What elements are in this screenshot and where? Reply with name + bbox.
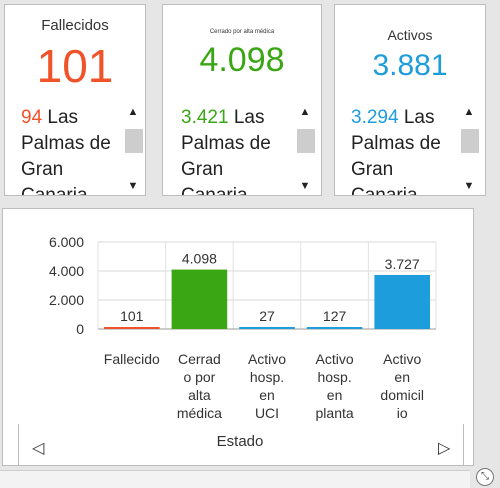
scroll-thumb[interactable] <box>297 129 315 153</box>
list-item-label: Las Palmas de Gran Canaria <box>351 107 441 196</box>
card-cerrado: Cerrado por alta médica 4.098 3.421 Las … <box>162 4 322 196</box>
list-item-number: 3.294 <box>351 107 399 128</box>
card-title: Fallecidos <box>41 17 109 34</box>
bottom-strip <box>0 470 470 488</box>
card-value: 101 <box>36 40 114 92</box>
x-axis-title: Estado <box>216 433 264 450</box>
card-scrollbar[interactable]: ▲ ▼ <box>123 105 143 193</box>
chevron-left-icon[interactable]: ◁ <box>32 440 45 457</box>
scroll-down-icon[interactable]: ▼ <box>127 180 139 192</box>
card-value: 4.098 <box>199 41 285 79</box>
card-list: 3.294 Las Palmas de Gran Canaria <box>351 105 459 196</box>
scroll-down-icon[interactable]: ▼ <box>299 180 311 192</box>
list-item-label: Las Palmas de Gran Canaria <box>181 107 271 196</box>
card-fallecidos: Fallecidos 101 94 Las Palmas de Gran Can… <box>4 4 146 196</box>
list-item-label: Las Palmas de Gran Canaria <box>21 107 111 196</box>
list-item-number: 94 <box>21 107 43 128</box>
expand-icon[interactable]: ⤡ <box>476 468 494 486</box>
card-value: 3.881 <box>372 49 448 82</box>
card-scrollbar[interactable]: ▲ ▼ <box>459 105 479 193</box>
scroll-down-icon[interactable]: ▼ <box>463 180 475 192</box>
scroll-thumb[interactable] <box>461 129 479 153</box>
chevron-right-icon[interactable]: ▷ <box>438 440 451 457</box>
card-scrollbar[interactable]: ▲ ▼ <box>295 105 315 193</box>
scroll-up-icon[interactable]: ▲ <box>463 106 475 118</box>
card-list: 94 Las Palmas de Gran Canaria <box>21 105 125 196</box>
scroll-up-icon[interactable]: ▲ <box>127 106 139 118</box>
list-item-number: 3.421 <box>181 107 229 128</box>
chart-footer <box>18 424 464 466</box>
card-list: 3.421 Las Palmas de Gran Canaria <box>181 105 291 196</box>
scroll-thumb[interactable] <box>125 129 143 153</box>
chart-panel <box>2 208 474 466</box>
card-title: Activos <box>387 27 433 43</box>
scroll-up-icon[interactable]: ▲ <box>299 106 311 118</box>
card-title: Cerrado por alta médica <box>209 29 275 35</box>
card-activos: Activos 3.881 3.294 Las Palmas de Gran C… <box>334 4 486 196</box>
